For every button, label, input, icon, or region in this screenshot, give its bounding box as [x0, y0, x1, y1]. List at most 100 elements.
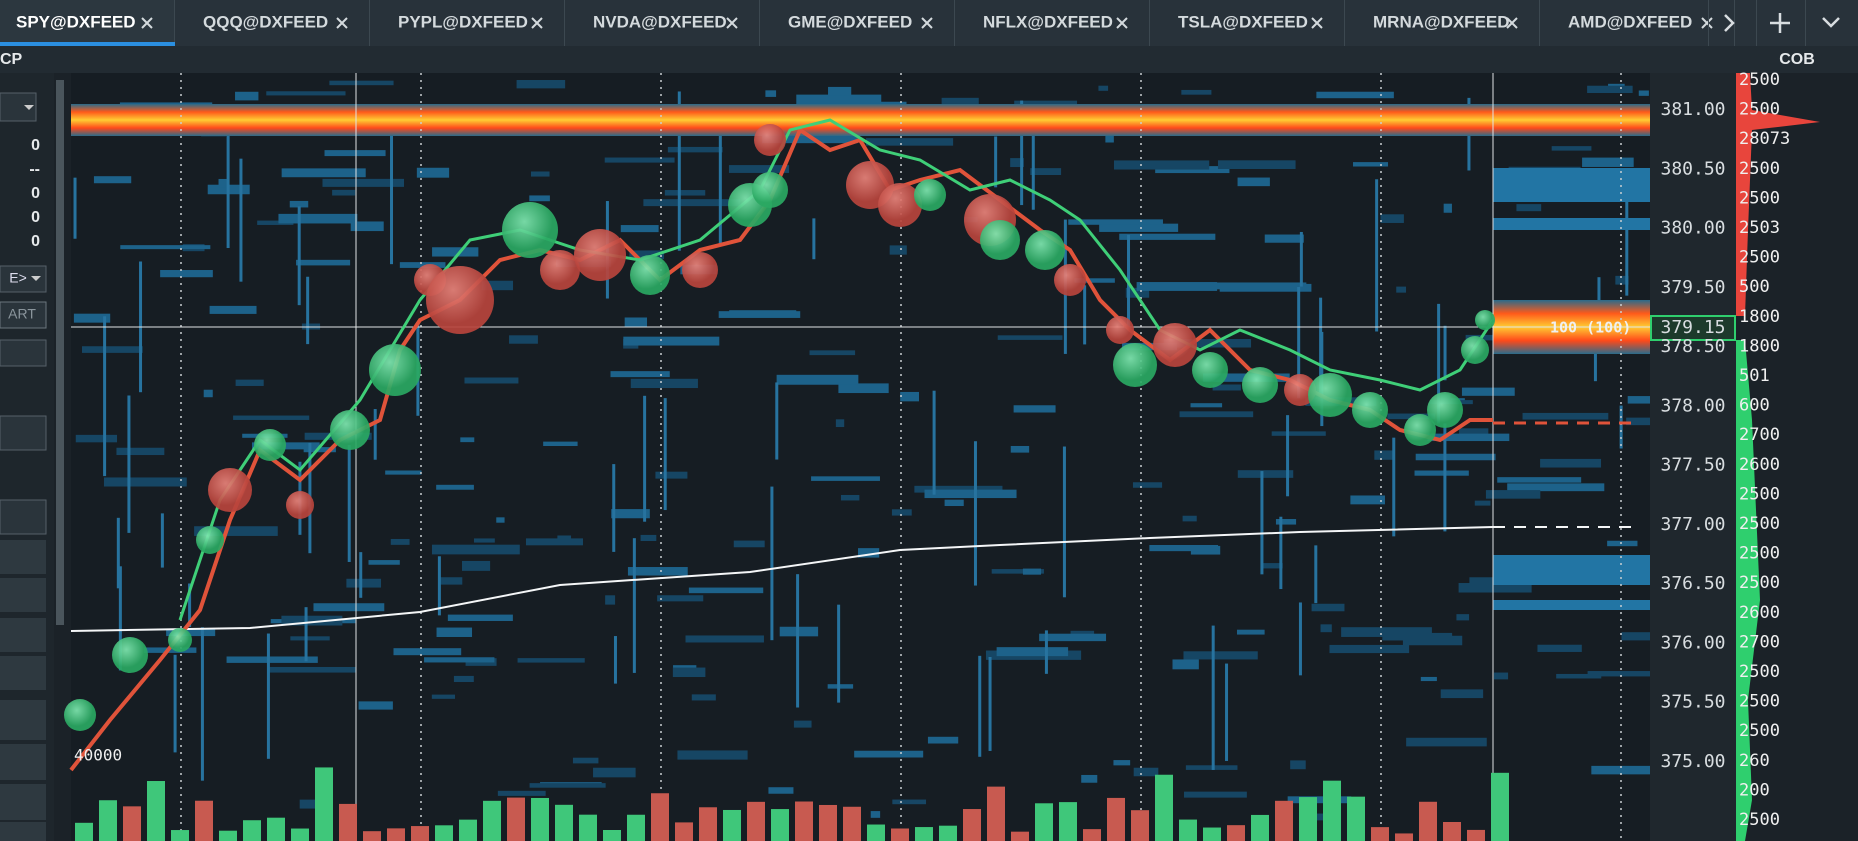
decoration [0, 540, 46, 574]
heatmap-cell [1099, 223, 1179, 232]
decoration [0, 700, 46, 740]
volume-bar [123, 806, 141, 841]
heatmap-cell [1181, 89, 1212, 95]
decoration [0, 744, 46, 780]
cob-size: 200 [1739, 780, 1770, 800]
heatmap-cell [432, 247, 479, 257]
volume-scale-label: 40000 [74, 746, 122, 765]
tab-close-button[interactable] [1311, 17, 1323, 29]
tab-close-button[interactable] [921, 17, 933, 29]
tab-label[interactable]: GME@DXFEED [788, 12, 912, 31]
decoration [0, 784, 46, 820]
tab[interactable]: SPY@DXFEED [0, 0, 175, 46]
price-label: 375.00 [1660, 751, 1725, 772]
cob-size: 2500 [1739, 100, 1780, 120]
scroll-tabs-button[interactable] [1724, 14, 1735, 32]
buy-bubble [630, 255, 670, 295]
tab-separator [1344, 0, 1345, 46]
heatmap-cell [525, 538, 583, 546]
heatmap-cell [350, 221, 384, 232]
tab-label[interactable]: AMD@DXFEED [1568, 12, 1692, 31]
decoration [70, 526, 1494, 632]
heatmap-streak [266, 633, 270, 759]
tab-label[interactable]: SPY@DXFEED [16, 12, 136, 31]
tab-close-button[interactable] [1506, 17, 1518, 29]
decoration [1736, 73, 1820, 316]
heatmap-cell [517, 658, 585, 663]
volume-bar [867, 824, 885, 841]
heatmap-cell [332, 189, 356, 196]
heatmap-cell [1540, 458, 1602, 468]
heatmap-cell [655, 471, 688, 479]
tab-close-button[interactable] [1701, 17, 1713, 29]
decoration [1736, 73, 1858, 841]
heatmap-cell [611, 509, 650, 519]
tab-close-button[interactable] [531, 17, 543, 29]
tab-label[interactable]: PYPL@DXFEED [398, 12, 528, 31]
tab[interactable]: AMD@DXFEED [1540, 0, 1735, 46]
volume-bar [1107, 797, 1125, 841]
buy-bubble [980, 220, 1020, 260]
heatmap-cell [1353, 162, 1389, 167]
cob-title: COB [1779, 51, 1815, 68]
tab-close-button[interactable] [1116, 17, 1128, 29]
volume-bar [723, 809, 741, 841]
cob-size: 2500 [1739, 810, 1780, 830]
tab-label[interactable]: MRNA@DXFEED [1373, 12, 1510, 31]
volume-bar [987, 786, 1005, 841]
heatmap-cell [1587, 85, 1633, 93]
tab-menu-button[interactable] [1822, 17, 1840, 28]
heatmap-streak [1392, 437, 1396, 537]
cob-size: 2500 [1739, 544, 1780, 564]
heatmap-cell [1458, 583, 1532, 593]
start-button[interactable]: ART [8, 306, 36, 322]
heatmap-cell [496, 517, 505, 523]
tab-close-button[interactable] [336, 17, 348, 29]
tab-close-button[interactable] [141, 17, 153, 29]
tab[interactable]: MRNA@DXFEED [1345, 0, 1540, 46]
volume-bar [1035, 803, 1053, 841]
heatmap-cell [1237, 177, 1270, 187]
tab-separator [1149, 0, 1150, 46]
add-tab-button[interactable] [1770, 13, 1790, 33]
cob-size: 2503 [1739, 218, 1780, 238]
heatmap-cell [324, 150, 386, 157]
heatmap-cell [481, 280, 514, 291]
tab[interactable]: NVDA@DXFEED [565, 0, 760, 46]
heatmap-streak [1597, 277, 1601, 323]
cob-size: 1800 [1739, 307, 1780, 327]
tab[interactable]: NFLX@DXFEED [955, 0, 1150, 46]
tab[interactable]: QQQ@DXFEED [175, 0, 370, 46]
heatmap-cell [765, 90, 777, 97]
heatmap-cell [623, 336, 720, 346]
tab[interactable]: PYPL@DXFEED [370, 0, 565, 46]
volume-bar [1419, 801, 1437, 841]
tab-close-button[interactable] [726, 17, 738, 29]
heatmap-cell [1149, 544, 1219, 552]
volume-bar [315, 767, 333, 841]
heatmap-cell [828, 86, 852, 96]
volume-bar [1011, 831, 1029, 841]
volume-bar [195, 800, 213, 841]
select-value[interactable]: E> [9, 270, 27, 286]
buy-bubble [752, 172, 788, 208]
tab[interactable]: TSLA@DXFEED [1150, 0, 1345, 46]
volume-bar [219, 830, 237, 841]
tab-label[interactable]: QQQ@DXFEED [203, 12, 328, 31]
heatmap-cell [1537, 644, 1582, 652]
heatmap-cell [640, 534, 657, 541]
tab-background [1345, 0, 1540, 46]
heatmap-cell [436, 627, 473, 637]
tab[interactable]: GME@DXFEED [760, 0, 955, 46]
tab-label[interactable]: NFLX@DXFEED [983, 12, 1113, 31]
heatmap-cell [73, 313, 111, 323]
heatmap-cell [1236, 629, 1265, 635]
heatmap-streak [1286, 415, 1290, 497]
tab-label[interactable]: TSLA@DXFEED [1178, 12, 1308, 31]
heatmap-cell [762, 135, 858, 144]
tab-label[interactable]: NVDA@DXFEED [593, 12, 727, 31]
volume-bar [1059, 802, 1077, 841]
heatmap-cell [1190, 403, 1223, 408]
volume-bar [1083, 829, 1101, 841]
